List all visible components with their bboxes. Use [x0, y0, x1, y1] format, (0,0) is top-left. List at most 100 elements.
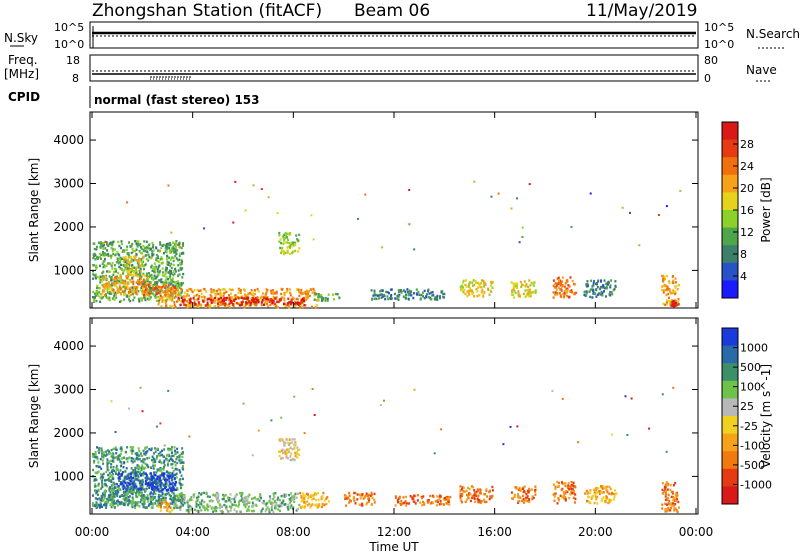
echo-cell — [629, 211, 631, 214]
echo-cell — [604, 287, 606, 290]
echo-cell — [610, 493, 613, 496]
echo-cell — [510, 491, 513, 494]
echo-cell — [478, 293, 481, 297]
echo-cell — [131, 290, 133, 294]
echo-cell — [132, 290, 135, 293]
echo-cell — [354, 502, 357, 505]
echo-cell — [595, 295, 598, 298]
echo-cell — [461, 486, 464, 489]
echo-cell — [670, 299, 673, 302]
echo-cell — [229, 493, 232, 496]
echo-cell — [102, 451, 105, 454]
echo-cell — [186, 293, 189, 296]
echo-cell — [97, 484, 100, 487]
echo-cell — [118, 495, 121, 498]
echo-cell — [671, 304, 674, 307]
echo-cell — [143, 488, 146, 491]
echo-cell — [97, 482, 100, 486]
colorbar-tick-label: 1000 — [740, 342, 768, 355]
echo-cell — [376, 294, 379, 297]
echo-cell — [157, 273, 160, 276]
echo-cell — [118, 254, 121, 257]
echo-cell — [171, 483, 174, 487]
echo-cell — [315, 304, 318, 307]
echo-cell — [228, 496, 231, 500]
echo-cell — [323, 503, 325, 506]
echo-cell — [128, 254, 131, 257]
echo-cell — [483, 498, 485, 501]
echo-cell — [252, 509, 255, 513]
echo-cell — [160, 305, 163, 308]
echo-cell — [487, 287, 490, 290]
colorbar-cell — [722, 210, 738, 229]
echo-cell — [93, 453, 96, 456]
echo-cell — [227, 299, 230, 302]
echo-cell — [120, 293, 122, 296]
colorbar-cell — [722, 380, 738, 399]
echo-cell — [116, 279, 119, 282]
echo-cell — [472, 279, 475, 282]
echo-cell — [137, 470, 140, 474]
echo-cell — [441, 290, 444, 293]
echo-cell — [223, 291, 226, 295]
echo-cell — [132, 487, 135, 490]
echo-cell — [123, 480, 126, 483]
echo-cell — [169, 264, 172, 268]
echo-cell — [599, 285, 602, 289]
nsky-label: N.Sky — [4, 31, 38, 45]
echo-cell — [103, 264, 106, 267]
echo-cell — [102, 462, 105, 465]
echo-cell — [171, 491, 174, 494]
echo-cell — [142, 458, 145, 461]
echo-cell — [132, 501, 135, 504]
echo-cell — [259, 493, 262, 496]
echo-cell — [606, 497, 609, 500]
echo-cell — [240, 510, 242, 513]
echo-cell — [203, 491, 206, 495]
echo-cell — [141, 264, 144, 267]
echo-cell — [345, 495, 348, 498]
echo-cell — [163, 459, 166, 462]
echo-cell — [154, 496, 156, 499]
echo-cell — [110, 501, 113, 504]
echo-cell — [218, 499, 221, 502]
echo-cell — [282, 235, 285, 238]
echo-cell — [174, 500, 177, 504]
echo-cell — [462, 286, 464, 289]
echo-cell — [558, 499, 560, 502]
echo-cell — [278, 499, 281, 502]
echo-cell — [144, 281, 147, 284]
echo-cell — [566, 490, 569, 494]
echo-cell — [105, 453, 108, 456]
echo-cell — [145, 487, 148, 490]
echo-cell — [173, 506, 176, 510]
echo-cell — [106, 468, 109, 471]
echo-cell — [108, 495, 111, 499]
echo-cell — [563, 482, 566, 485]
echo-cell — [109, 452, 112, 455]
echo-cell — [416, 499, 419, 502]
echo-cell — [161, 281, 164, 284]
echo-cell — [282, 236, 285, 240]
echo-cell — [509, 425, 512, 428]
echo-cell — [129, 288, 132, 291]
echo-cell — [301, 305, 304, 309]
echo-cell — [474, 281, 477, 284]
echo-cell — [160, 287, 163, 291]
echo-cell — [573, 291, 576, 295]
echo-cell — [188, 294, 190, 297]
echo-cell — [181, 483, 184, 486]
colorbar-cell — [722, 416, 738, 435]
echo-cell — [315, 504, 318, 508]
echo-cell — [125, 467, 128, 470]
echo-cell — [293, 438, 296, 441]
echo-cell — [95, 266, 98, 269]
echo-cell — [100, 257, 102, 260]
echo-cell — [242, 297, 245, 300]
echo-cell — [304, 293, 307, 296]
echo-cell — [179, 246, 182, 249]
echo-cell — [132, 498, 135, 501]
echo-cell — [92, 269, 94, 273]
echo-cell — [144, 297, 147, 300]
echo-cell — [172, 454, 175, 458]
